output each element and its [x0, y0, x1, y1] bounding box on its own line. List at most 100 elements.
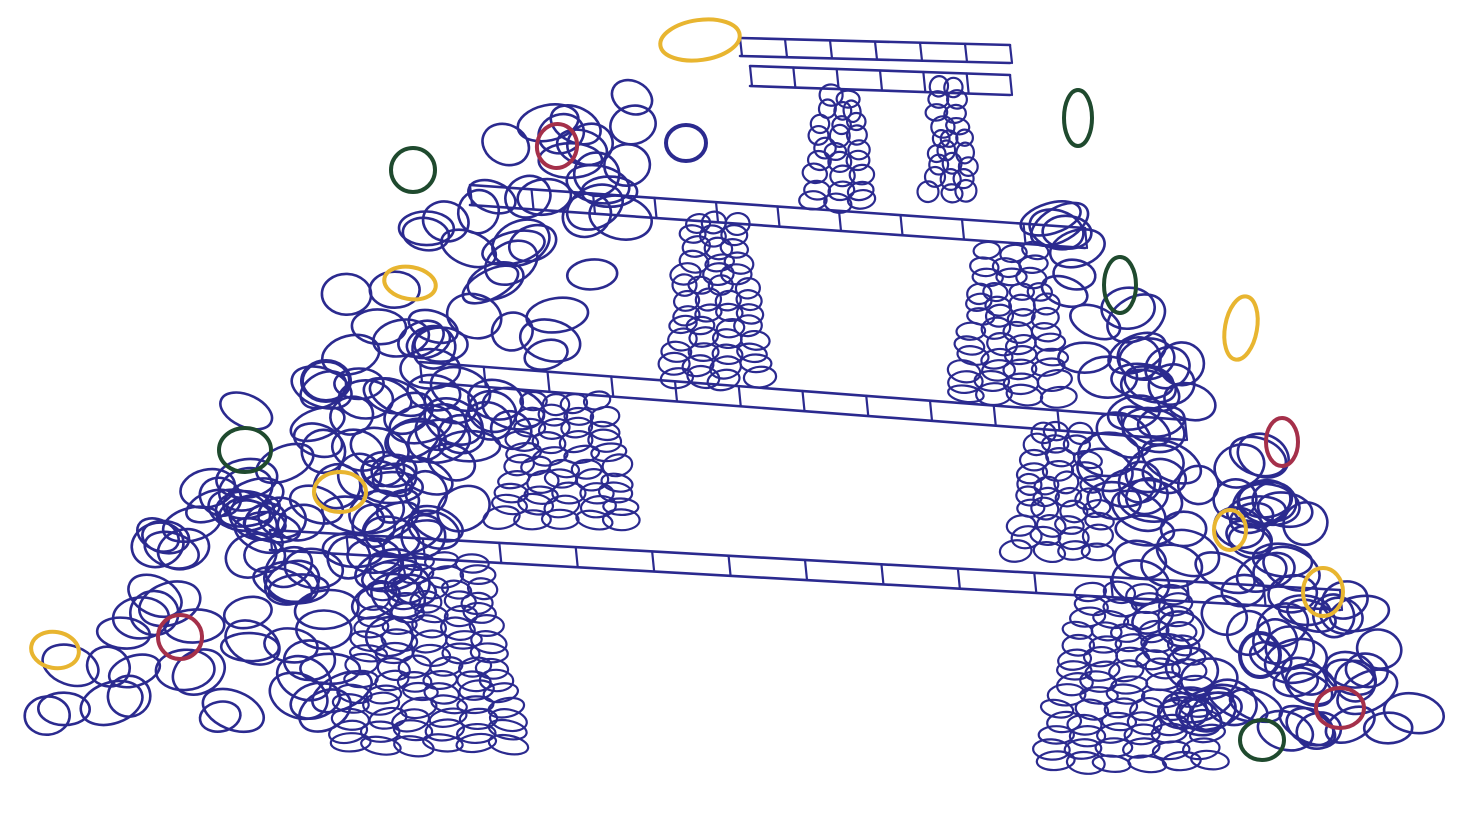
- pier-stone: [1065, 750, 1106, 775]
- pier-stone: [563, 406, 595, 426]
- pier-stone: [454, 553, 490, 574]
- pier-stone: [955, 321, 987, 341]
- deck-band-4-joint: [574, 546, 579, 569]
- arch-stone: [401, 216, 451, 252]
- pier-stone: [1157, 605, 1195, 628]
- deck-band-2-joint: [1022, 222, 1027, 245]
- arch-stone: [143, 530, 200, 570]
- colored-stone-green: [389, 146, 437, 194]
- pier-stone: [430, 694, 468, 715]
- arch-stone: [427, 442, 477, 482]
- pier-stone: [1171, 658, 1208, 682]
- arch-stone: [1159, 510, 1208, 548]
- pier-stone: [711, 343, 744, 366]
- arch-stone: [79, 679, 144, 727]
- pier-stone: [982, 282, 1009, 303]
- arch-stone: [350, 308, 408, 346]
- colored-stone-yellow: [1301, 566, 1345, 618]
- pier-stone: [928, 75, 950, 98]
- pier-stone: [487, 733, 530, 756]
- pier-stone: [1074, 698, 1110, 721]
- pier-stone: [735, 303, 765, 325]
- arch-stone: [320, 272, 373, 317]
- pier-stone: [1041, 434, 1070, 454]
- pier-stone: [1035, 750, 1076, 772]
- arch-stone: [207, 488, 272, 533]
- pier-stone: [845, 124, 868, 146]
- pier-stone: [359, 720, 401, 743]
- pier-stone: [462, 601, 497, 624]
- pier-stone: [953, 335, 986, 356]
- arch-stone: [1100, 286, 1156, 331]
- pier-stone: [540, 508, 580, 530]
- pier-stone: [1161, 750, 1202, 772]
- arch-stone: [429, 365, 492, 413]
- pier-stone: [1057, 540, 1091, 561]
- arch-stone: [293, 588, 360, 631]
- deck-band-3-joint: [737, 385, 742, 408]
- arch-stone: [1124, 477, 1169, 516]
- pier-stone: [1005, 514, 1037, 537]
- arch-stone: [1101, 467, 1156, 508]
- arch-stone: [407, 418, 472, 464]
- pier-stone: [1067, 421, 1094, 446]
- pier-stone: [681, 235, 711, 258]
- arch-stone: [436, 484, 491, 533]
- pier-stone: [847, 139, 871, 161]
- pier-stone: [1186, 708, 1223, 733]
- pier-stone: [848, 163, 876, 186]
- colored-stone-red: [534, 122, 580, 170]
- pier-stone: [846, 111, 867, 132]
- arch-stone: [565, 258, 619, 291]
- colored-stone-red: [156, 613, 204, 661]
- pier-stone: [558, 429, 594, 454]
- pier-stone: [424, 718, 466, 742]
- arch-stone: [23, 695, 71, 737]
- pier-stone: [1030, 357, 1066, 377]
- pier-stone: [1029, 525, 1062, 547]
- arch-stone: [1225, 609, 1271, 657]
- colored-stones: [29, 17, 1366, 762]
- pier-stone: [916, 180, 940, 204]
- pier-stone: [488, 708, 528, 733]
- pier-stone: [734, 277, 761, 300]
- arch-stone: [491, 218, 551, 268]
- arch-stone: [326, 535, 372, 580]
- pier-stone: [1015, 266, 1048, 290]
- pier-stone: [466, 577, 499, 601]
- pier-stone: [1054, 515, 1085, 535]
- deck-band-4-joint: [1186, 580, 1191, 603]
- arch-stone: [445, 292, 503, 340]
- arch-stone: [1124, 443, 1185, 494]
- arch-stone: [289, 681, 342, 720]
- pier-stone: [1082, 498, 1112, 519]
- pier-stone: [543, 494, 581, 519]
- pier-stone: [829, 164, 856, 188]
- pier-stone: [687, 342, 720, 363]
- pier-stone: [807, 124, 830, 146]
- colored-stone-yellow: [312, 470, 368, 514]
- pier-stone: [458, 656, 493, 678]
- pier-stone: [443, 604, 479, 628]
- pier-stone: [657, 351, 691, 376]
- pier-stone: [803, 179, 832, 201]
- pier-stone: [1080, 542, 1115, 562]
- pier-stone: [589, 405, 621, 428]
- pier-stone: [1181, 737, 1221, 761]
- bridge-structure: [268, 36, 1344, 612]
- arch-stone: [1228, 687, 1284, 724]
- pier-stone: [1032, 540, 1067, 564]
- deck-band-4-joint: [727, 554, 732, 577]
- pier-stone: [694, 303, 723, 323]
- pier-stone: [1072, 449, 1103, 470]
- pier-stone: [833, 101, 853, 121]
- pier-stone: [455, 732, 498, 754]
- pier-stone: [360, 735, 402, 756]
- pier-stone: [458, 707, 499, 731]
- pier-stone: [560, 416, 594, 439]
- pier-stone: [1110, 623, 1142, 643]
- pier-stone: [543, 468, 578, 489]
- pier-stone: [1158, 592, 1194, 617]
- arch-stone: [610, 78, 654, 116]
